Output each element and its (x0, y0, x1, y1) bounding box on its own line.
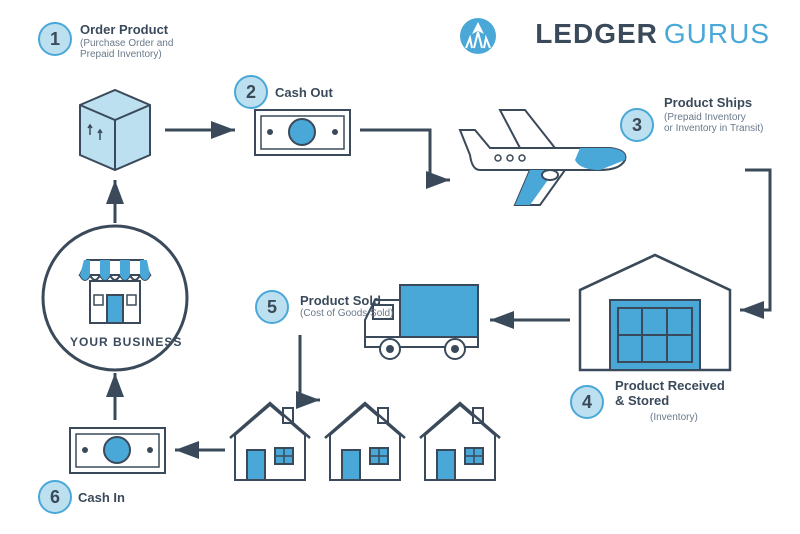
step-title-5: Product Sold (300, 293, 381, 308)
box-icon (80, 90, 150, 170)
step-badge-4: 4 (570, 385, 604, 419)
logo-text-1: LEDGER (535, 18, 658, 50)
cash-in-icon (70, 428, 165, 473)
step-badge-5: 5 (255, 290, 289, 324)
logo-text-2: GURUS (664, 18, 770, 50)
step-sub-5: (Cost of Goods Sold) (300, 308, 393, 319)
houses-icon (230, 403, 500, 480)
storefront-icon (80, 260, 150, 323)
step-badge-2: 2 (234, 75, 268, 109)
step-title-2: Cash Out (275, 85, 333, 100)
step-badge-1: 1 (38, 22, 72, 56)
truck-icon (365, 285, 478, 359)
arrow-3-4 (740, 170, 770, 310)
step-sub-4: (Inventory) (650, 412, 698, 423)
airplane-icon (460, 110, 625, 205)
step-sub-3: (Prepaid Inventory or Inventory in Trans… (664, 112, 763, 134)
logo: LEDGERGURUS (489, 18, 770, 50)
warehouse-icon (580, 255, 730, 370)
step-title-6: Cash In (78, 490, 125, 505)
step-title-3: Product Ships (664, 95, 752, 110)
arrow-5-houses (300, 335, 320, 400)
step-badge-6: 6 (38, 480, 72, 514)
center-label: YOUR BUSINESS (70, 335, 182, 349)
step-badge-3: 3 (620, 108, 654, 142)
cash-out-icon (255, 110, 350, 155)
arrow-2-3 (360, 130, 450, 180)
diagram-canvas (0, 0, 800, 534)
step-title-4: Product Received & Stored (615, 378, 725, 408)
step-sub-1: (Purchase Order and Prepaid Inventory) (80, 38, 173, 60)
step-title-1: Order Product (80, 22, 168, 37)
